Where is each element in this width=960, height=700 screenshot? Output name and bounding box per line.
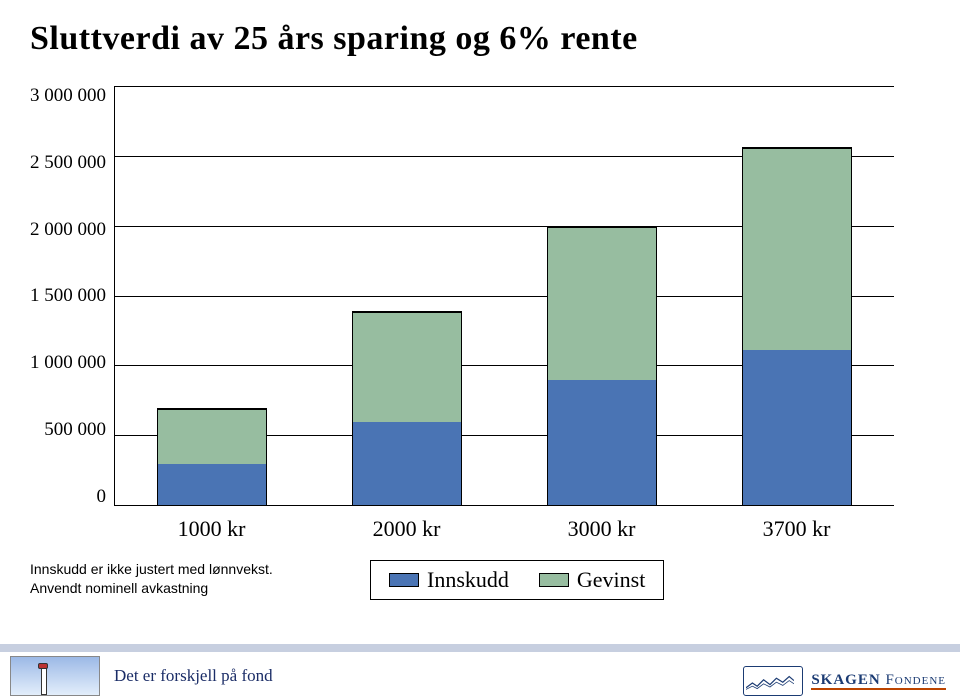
plot-area (114, 86, 894, 506)
x-axis: 1000 kr 2000 kr 3000 kr 3700 kr (114, 516, 894, 542)
y-tick: 0 (30, 487, 106, 506)
legend-item-gevinst: Gevinst (539, 567, 645, 593)
brand-logo-icon (743, 666, 803, 696)
legend-swatch-gevinst (539, 573, 569, 587)
page: Sluttverdi av 25 års sparing og 6% rente… (0, 0, 960, 700)
bar-1000kr (157, 408, 267, 505)
x-label: 1000 kr (114, 516, 309, 542)
y-tick: 500 000 (30, 420, 106, 439)
y-tick: 1 000 000 (30, 353, 106, 372)
bar-2000kr (352, 311, 462, 505)
brand: SKAGEN Fondene (743, 666, 946, 696)
bar-slot (115, 86, 310, 505)
lighthouse-top-icon (38, 663, 48, 669)
x-label: 3700 kr (699, 516, 894, 542)
bar-seg-gevinst (353, 312, 461, 421)
legend-label-gevinst: Gevinst (577, 567, 645, 593)
bar-seg-gevinst (548, 227, 656, 380)
legend-item-innskudd: Innskudd (389, 567, 509, 593)
bar-seg-innskudd (548, 380, 656, 505)
footer-tagline: Det er forskjell på fond (114, 666, 273, 686)
y-tick: 2 000 000 (30, 220, 106, 239)
footer-illustration (10, 656, 100, 696)
y-tick: 2 500 000 (30, 153, 106, 172)
below-chart-row: Innskudd er ikke justert med lønnvekst. … (30, 560, 930, 600)
brand-wordmark: SKAGEN Fondene (811, 672, 946, 691)
y-tick: 1 500 000 (30, 286, 106, 305)
chart: 3 000 000 2 500 000 2 000 000 1 500 000 … (30, 86, 930, 542)
footnote-line2: Anvendt nominell avkastning (30, 580, 208, 596)
bar-slot (699, 86, 894, 505)
bar-seg-innskudd (743, 350, 851, 505)
brand-name-a: SKAGEN (811, 672, 880, 688)
footnote: Innskudd er ikke justert med lønnvekst. … (30, 560, 330, 598)
footer: Det er forskjell på fond SKAGEN Fondene (0, 644, 960, 700)
page-title: Sluttverdi av 25 års sparing og 6% rente (30, 20, 930, 58)
bar-3000kr (547, 226, 657, 505)
bar-seg-innskudd (158, 464, 266, 505)
lighthouse-icon (41, 667, 47, 695)
y-axis: 3 000 000 2 500 000 2 000 000 1 500 000 … (30, 86, 114, 506)
bar-seg-gevinst (158, 409, 266, 463)
legend-label-innskudd: Innskudd (427, 567, 509, 593)
legend: Innskudd Gevinst (370, 560, 664, 600)
legend-swatch-innskudd (389, 573, 419, 587)
brand-chart-icon (746, 675, 794, 691)
bar-slot (505, 86, 700, 505)
bar-3700kr (742, 147, 852, 505)
bar-seg-innskudd (353, 422, 461, 505)
bar-slot (310, 86, 505, 505)
footnote-line1: Innskudd er ikke justert med lønnvekst. (30, 561, 273, 577)
y-tick: 3 000 000 (30, 86, 106, 105)
bars (115, 86, 894, 505)
bar-seg-gevinst (743, 148, 851, 351)
x-label: 2000 kr (309, 516, 504, 542)
x-label: 3000 kr (504, 516, 699, 542)
brand-name-b: Fondene (885, 672, 946, 688)
